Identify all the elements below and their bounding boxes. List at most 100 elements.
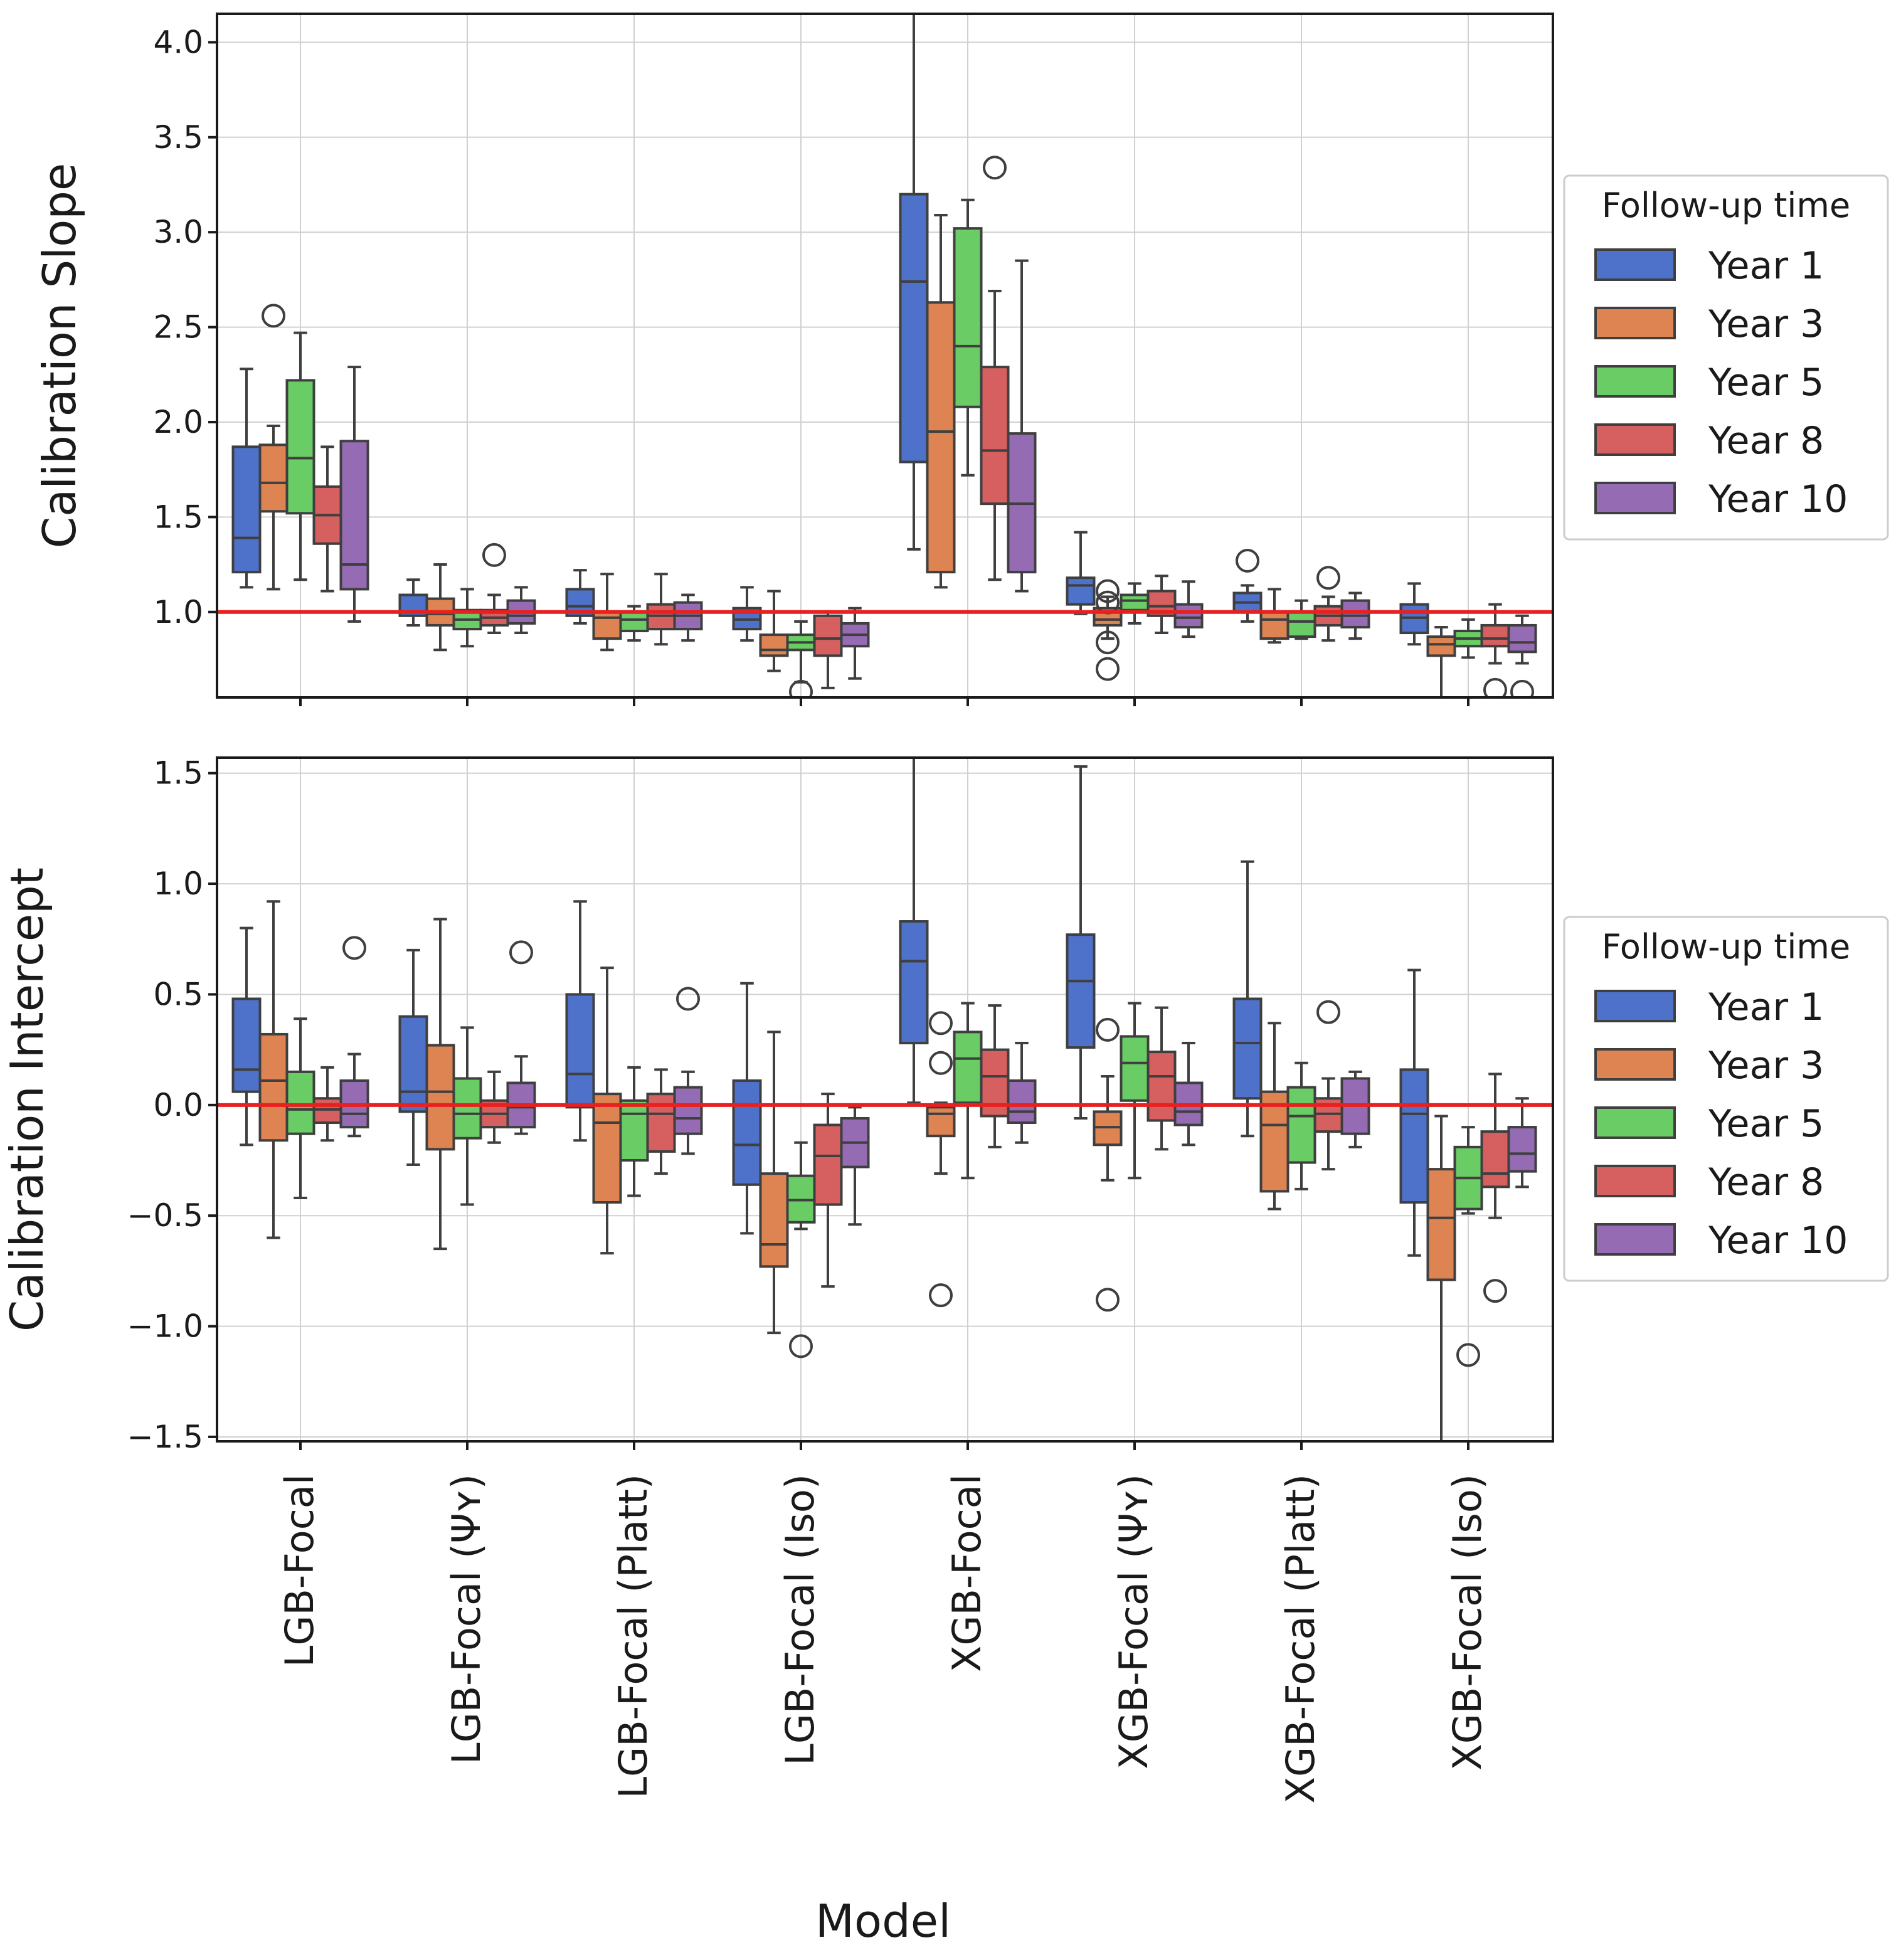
box-body xyxy=(759,633,789,657)
box-body xyxy=(1120,1035,1150,1102)
box xyxy=(1426,625,1456,697)
x-axis-title: Model xyxy=(815,1895,951,1947)
box-body xyxy=(452,1077,482,1140)
legend: Follow-up time Year 1 Year 3 Year 5 Year 8 Ye… xyxy=(1563,916,1889,1282)
box-body xyxy=(1066,576,1096,606)
box xyxy=(1399,968,1429,1257)
outlier-point xyxy=(983,156,1007,180)
box-body xyxy=(285,1070,315,1135)
legend: Follow-up time Year 1 Year 3 Year 5 Year 8 Ye… xyxy=(1563,174,1889,541)
legend-label: Year 1 xyxy=(1708,985,1824,1029)
y-tick-label: 1.0 xyxy=(153,594,203,630)
y-axis-title: Calibration Intercept xyxy=(1,867,53,1332)
box-body xyxy=(1507,1126,1537,1173)
box xyxy=(1232,860,1263,1138)
box xyxy=(786,1141,816,1359)
box-body xyxy=(1259,610,1289,640)
box xyxy=(425,918,455,1251)
box-body xyxy=(1340,599,1370,628)
outlier-point xyxy=(929,1011,953,1036)
legend-title: Follow-up time xyxy=(1602,186,1851,225)
legend-swatch xyxy=(1594,1048,1676,1081)
legend-swatch xyxy=(1594,423,1676,456)
x-axis-categories: LGB-Focal LGB-Focal (Ψʏ) LGB-Focal (Platt)… xyxy=(277,1474,1490,1803)
box xyxy=(1259,588,1289,644)
outlier-point xyxy=(1510,679,1534,697)
box xyxy=(1232,549,1263,623)
outlier-point xyxy=(676,987,700,1011)
legend-label: Year 3 xyxy=(1708,1044,1824,1088)
box xyxy=(592,967,622,1255)
y-tick-label: 2.0 xyxy=(153,404,203,440)
box-body xyxy=(619,610,649,633)
series-year-5 xyxy=(285,198,1483,697)
box-body xyxy=(980,366,1010,506)
x-category-label: LGB-Focal xyxy=(277,1474,322,1667)
box xyxy=(813,1093,843,1288)
y-tick-label: 2.5 xyxy=(153,309,203,346)
box-body xyxy=(398,1015,428,1113)
box xyxy=(759,1030,789,1335)
box xyxy=(1480,603,1510,697)
x-category-label: XGB-Focal xyxy=(944,1474,990,1672)
outlier-point xyxy=(1483,1279,1507,1303)
box xyxy=(1120,582,1150,625)
y-tick-label: 1.5 xyxy=(153,499,203,535)
y-tick-label: 3.5 xyxy=(153,119,203,156)
series-year-5 xyxy=(285,1002,1483,1367)
grid xyxy=(217,14,1553,697)
box xyxy=(231,926,262,1147)
box xyxy=(1313,566,1343,642)
box-body xyxy=(425,1044,455,1151)
y-tick-label: −0.5 xyxy=(127,1197,203,1234)
plot-frame xyxy=(216,756,1554,1443)
box xyxy=(1480,1073,1510,1303)
box xyxy=(840,607,870,680)
series-year-8 xyxy=(312,156,1510,697)
box-body xyxy=(646,1093,676,1153)
y-axis: 1.5 1.0 0.5 0.0 −0.5 −1.0 −1.5 xyxy=(127,755,217,1455)
box-body xyxy=(1146,1051,1177,1122)
series-year-3 xyxy=(258,900,1456,1441)
box xyxy=(565,900,595,1142)
outlier-point xyxy=(1456,1343,1480,1367)
box-body xyxy=(899,920,929,1045)
outlier-point xyxy=(1096,579,1120,603)
y-tick-label: 4.0 xyxy=(153,24,203,60)
legend-label: Year 3 xyxy=(1708,302,1824,346)
series-year-10 xyxy=(339,936,1537,1226)
series-year-8 xyxy=(312,1000,1510,1303)
box xyxy=(1173,580,1204,638)
outlier-point xyxy=(1096,1288,1120,1312)
legend-swatch xyxy=(1594,365,1676,398)
legend-label: Year 8 xyxy=(1708,1160,1824,1204)
legend-swatch xyxy=(1594,1165,1676,1197)
y-tick-label: 0.0 xyxy=(153,1087,203,1123)
box xyxy=(452,588,482,648)
legend-label: Year 5 xyxy=(1708,361,1824,405)
box-body xyxy=(1232,997,1263,1100)
box xyxy=(1007,259,1037,593)
box xyxy=(1286,1061,1316,1190)
box xyxy=(953,1002,983,1180)
box xyxy=(899,14,929,551)
outlier-point xyxy=(1096,657,1120,681)
box-body xyxy=(732,1079,762,1186)
box-body xyxy=(231,997,262,1093)
x-category-label: LGB-Focal (Iso) xyxy=(777,1474,823,1766)
box xyxy=(953,198,983,477)
outlier-point xyxy=(1316,566,1340,590)
outlier-point xyxy=(1316,1000,1340,1024)
legend-label: Year 8 xyxy=(1708,419,1824,463)
box-plot-area xyxy=(231,758,1537,1441)
box xyxy=(479,543,509,635)
y-tick-label: −1.5 xyxy=(127,1419,203,1455)
box xyxy=(339,366,369,623)
box xyxy=(840,1106,870,1226)
box-body xyxy=(1120,593,1150,612)
box xyxy=(1066,531,1096,615)
box-body xyxy=(953,227,983,408)
box xyxy=(813,610,843,689)
box-body xyxy=(813,1123,843,1206)
box xyxy=(646,1068,676,1175)
